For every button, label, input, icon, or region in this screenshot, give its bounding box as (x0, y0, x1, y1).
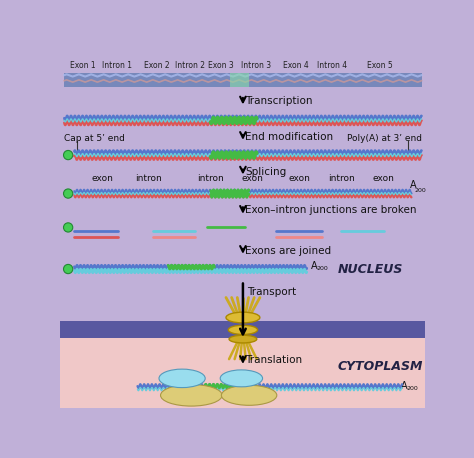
Text: Exon 3: Exon 3 (208, 61, 234, 71)
Text: Intron 1: Intron 1 (102, 61, 132, 71)
Text: exon: exon (288, 174, 310, 183)
Text: Intron 3: Intron 3 (241, 61, 271, 71)
Circle shape (64, 264, 73, 273)
Circle shape (64, 223, 73, 232)
Text: A: A (410, 180, 417, 191)
Ellipse shape (221, 385, 277, 405)
Bar (61, 321, 425, 338)
Ellipse shape (226, 312, 260, 323)
Text: exon: exon (242, 174, 264, 183)
Ellipse shape (220, 370, 263, 387)
Text: Exons are joined: Exons are joined (245, 246, 331, 256)
Ellipse shape (228, 325, 257, 334)
Ellipse shape (161, 385, 222, 406)
Circle shape (64, 150, 73, 160)
Text: 200: 200 (407, 386, 419, 391)
Text: Poly(A) at 3’ end: Poly(A) at 3’ end (346, 134, 421, 142)
Text: exon: exon (373, 174, 395, 183)
Text: Cap at 5’ end: Cap at 5’ end (64, 134, 125, 142)
Text: Splicing: Splicing (245, 167, 286, 177)
Text: exon: exon (92, 174, 114, 183)
Text: Exon 5: Exon 5 (367, 61, 392, 71)
Text: Intron 4: Intron 4 (317, 61, 347, 71)
Text: NUCLEUS: NUCLEUS (337, 262, 403, 276)
Text: Exon 4: Exon 4 (283, 61, 309, 71)
Text: Translation: Translation (245, 355, 302, 365)
Text: intron: intron (328, 174, 355, 183)
Text: intron: intron (136, 174, 163, 183)
Bar (64, 73, 421, 87)
Circle shape (64, 189, 73, 198)
Ellipse shape (229, 335, 257, 343)
Bar (61, 338, 425, 408)
Text: 200: 200 (415, 188, 427, 193)
Text: Intron 2: Intron 2 (175, 61, 205, 71)
Text: End modification: End modification (245, 132, 333, 142)
Ellipse shape (159, 369, 205, 387)
Text: CYTOPLASM: CYTOPLASM (337, 360, 423, 373)
Text: A: A (401, 381, 407, 391)
Text: Transcription: Transcription (245, 96, 313, 106)
Text: intron: intron (197, 174, 224, 183)
Text: Exon 2: Exon 2 (145, 61, 170, 71)
Text: A: A (310, 261, 317, 271)
Bar (230, 73, 249, 87)
Text: Transport: Transport (247, 287, 296, 297)
Text: 200: 200 (316, 266, 328, 271)
Text: Exon 1: Exon 1 (70, 61, 95, 71)
Text: Exon–intron junctions are broken: Exon–intron junctions are broken (245, 206, 417, 216)
